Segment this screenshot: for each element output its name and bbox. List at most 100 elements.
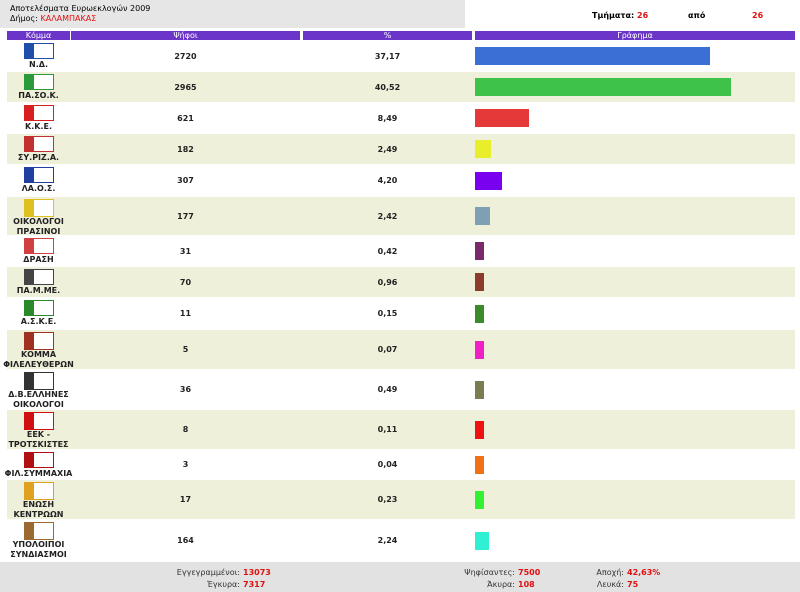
party-logo: [24, 238, 54, 254]
bar: [475, 532, 490, 550]
header-box: [0, 0, 465, 28]
votes: 8: [182, 425, 189, 434]
votes: 621: [177, 113, 194, 123]
voted-label: Ψηφίσαντες:: [464, 568, 515, 577]
percent: 37,17: [374, 51, 401, 61]
party-name: ΔΡΑΣΗ: [23, 254, 54, 264]
percent: 4,20: [377, 176, 398, 185]
row-bg: [7, 134, 795, 164]
valid: 7317: [243, 580, 266, 589]
party-name: ΟΙΚΟΛΟΓΟΙ ΠΡΑΣΙΝΟΙ: [13, 217, 64, 236]
abstention: 42,63%: [627, 568, 661, 577]
row-bg: [7, 370, 795, 409]
party-name: Κ.Κ.Ε.: [25, 121, 52, 131]
percent: 0,42: [377, 246, 398, 256]
municipality: ΚΑΛΑΜΠΑΚΑΣ: [40, 14, 97, 23]
votes: 2965: [174, 82, 197, 92]
percent: 0,96: [377, 277, 398, 287]
row-bg: [7, 197, 795, 235]
registered-label: Εγγεγραμμένοι:: [176, 568, 240, 577]
voted: 7500: [518, 568, 541, 577]
party-logo: [24, 300, 54, 316]
party-logo: [24, 269, 54, 285]
bar: [475, 140, 491, 158]
row-bg: [7, 267, 795, 297]
row-bg: [7, 103, 795, 133]
valid-label: Έγκυρα:: [206, 580, 240, 589]
votes: 70: [179, 277, 192, 287]
party-logo: [24, 372, 54, 390]
percent: 0,23: [377, 495, 398, 504]
party-name: ΥΠΟΛΟΙΠΟΙ ΣΥΝΔΙΑΣΜΟΙ: [10, 540, 67, 559]
votes: 36: [179, 385, 192, 394]
party-logo: [24, 332, 54, 350]
percent: 0,11: [377, 425, 398, 434]
blank: 75: [627, 580, 639, 589]
percent: 0,07: [377, 345, 398, 354]
percent: 2,24: [377, 536, 398, 545]
votes: 177: [177, 211, 194, 221]
party-name: ΛΑ.Ο.Σ.: [21, 183, 56, 193]
votes: 3: [182, 460, 189, 469]
bar: [475, 207, 491, 225]
party-name: ΚΟΜΜΑ ΦΙΛΕΛΕΥΘΕΡΩΝ: [3, 350, 74, 369]
party-logo: [24, 136, 54, 152]
row-bg: [7, 298, 795, 329]
row-bg: [7, 410, 795, 449]
votes: 11: [179, 309, 192, 318]
party-name: ΕΝΩΣΗ ΚΕΝΤΡΩΩΝ: [13, 500, 64, 519]
party-name: Ν.Δ.: [29, 59, 48, 69]
row-bg: [7, 450, 795, 479]
votes: 307: [177, 176, 194, 185]
of-label: από: [688, 11, 706, 20]
blank-label: Λευκά:: [596, 580, 624, 589]
party-logo: [24, 452, 54, 468]
row-bg: [7, 165, 795, 196]
party-logo: [24, 167, 54, 183]
party-name: ΠΑ.ΣΟ.Κ.: [18, 90, 59, 100]
registered: 13073: [243, 568, 271, 577]
bar: [475, 242, 484, 260]
percent: 40,52: [374, 82, 401, 92]
party-name: ΦΙΛ.ΣΥΜΜΑΧΙΑ: [4, 468, 73, 478]
invalid-label: Άκυρα:: [487, 580, 515, 589]
bar: [475, 47, 710, 65]
municipality-label: Δήμος:: [10, 14, 38, 23]
percent: 0,04: [377, 460, 398, 469]
bar: [475, 421, 484, 439]
party-name: Δ.Β.ΕΛΛΗΝΕΣ ΟΙΚΟΛΟΓΟΙ: [8, 390, 69, 409]
bar: [475, 273, 484, 291]
party-name: ΣΥ.ΡΙΖ.Α.: [17, 152, 60, 162]
percent: 0,49: [377, 385, 398, 394]
party-logo: [24, 74, 54, 90]
percent: 8,49: [377, 113, 398, 123]
party-name: Α.Σ.Κ.Ε.: [20, 316, 57, 326]
percent: 0,15: [377, 309, 398, 318]
votes: 5: [182, 345, 189, 354]
column-header: Ψήφοι: [71, 31, 300, 40]
abstention-label: Αποχή:: [596, 568, 624, 577]
bar: [475, 305, 484, 323]
percent: 2,42: [377, 211, 398, 221]
bar: [475, 341, 484, 359]
footer-box: [0, 562, 800, 592]
party-logo: [24, 412, 54, 430]
bar: [475, 491, 484, 509]
column-header: %: [303, 31, 472, 40]
party-logo: [24, 482, 54, 500]
bar: [475, 456, 484, 474]
votes: 182: [177, 144, 194, 154]
column-header: Κόμμα: [7, 31, 70, 40]
party-logo: [24, 105, 54, 121]
bar: [475, 381, 484, 399]
votes: 31: [179, 246, 192, 256]
votes: 2720: [174, 51, 197, 61]
row-bg: [7, 330, 795, 369]
party-logo: [24, 199, 54, 217]
party-logo: [24, 522, 54, 540]
column-header: Γράφημα: [475, 31, 795, 40]
bar: [475, 109, 529, 127]
party-name: ΠΑ.Μ.ΜΕ.: [16, 285, 61, 295]
percent: 2,49: [377, 144, 398, 154]
